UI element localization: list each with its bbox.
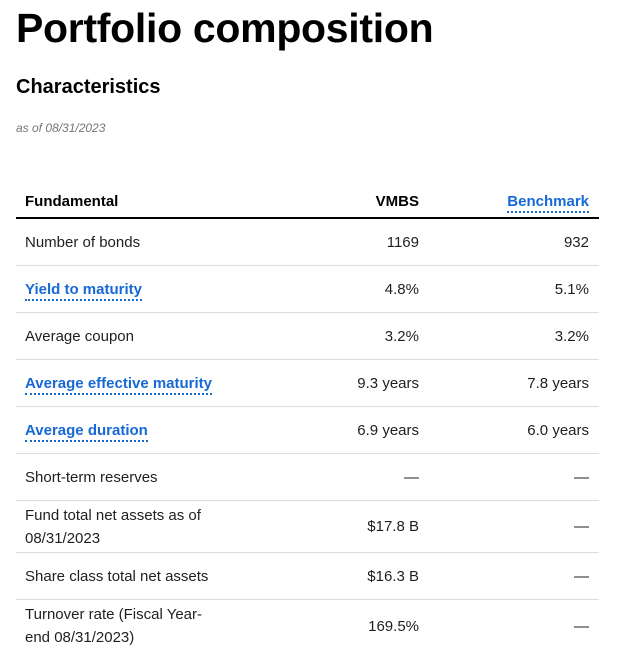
page-title: Portfolio composition xyxy=(16,5,434,51)
fund-value: $16.3 B xyxy=(367,567,419,585)
table-row: Short-term reserves — — xyxy=(16,454,599,501)
table-row: Turnover rate (Fiscal Year-end 08/31/202… xyxy=(16,600,599,652)
table-row: Yield to maturity 4.8% 5.1% xyxy=(16,266,599,313)
row-label: Fund total net assets as of 08/31/2023 xyxy=(25,506,201,547)
header-fundamental: Fundamental xyxy=(25,193,119,210)
benchmark-value: — xyxy=(574,518,589,535)
as-of-date: as of 08/31/2023 xyxy=(16,121,106,135)
row-label: Average duration xyxy=(16,419,219,442)
benchmark-value: 7.8 years xyxy=(527,374,589,392)
fund-value: 9.3 years xyxy=(357,374,419,392)
average-effective-maturity-link[interactable]: Average effective maturity xyxy=(25,374,213,395)
fund-value: 6.9 years xyxy=(357,421,419,439)
table-row: Average duration 6.9 years 6.0 years xyxy=(16,407,599,454)
header-benchmark[interactable]: Benchmark xyxy=(419,193,599,213)
benchmark-value: 932 xyxy=(563,233,589,251)
section-title: Characteristics xyxy=(16,76,161,98)
benchmark-link[interactable]: Benchmark xyxy=(507,193,589,213)
row-label: Yield to maturity xyxy=(16,278,219,301)
characteristics-table: Fundamental VMBS Benchmark Number of bon… xyxy=(16,186,599,652)
yield-to-maturity-link[interactable]: Yield to maturity xyxy=(25,280,142,301)
benchmark-value: 3.2% xyxy=(554,327,589,345)
benchmark-value: — xyxy=(574,468,589,486)
benchmark-value: — xyxy=(574,567,589,585)
fund-value: — xyxy=(404,468,419,486)
table-row: Share class total net assets $16.3 B — xyxy=(16,553,599,600)
table-header-row: Fundamental VMBS Benchmark xyxy=(16,186,599,219)
table-row: Average coupon 3.2% 3.2% xyxy=(16,313,599,360)
benchmark-value: 5.1% xyxy=(554,280,589,298)
table-row: Fund total net assets as of 08/31/2023 $… xyxy=(16,501,599,553)
header-fund: VMBS xyxy=(375,193,419,210)
fund-value: $17.8 B xyxy=(367,518,419,535)
benchmark-value: 6.0 years xyxy=(527,421,589,439)
row-label: Average effective maturity xyxy=(16,372,219,395)
table-row: Average effective maturity 9.3 years 7.8… xyxy=(16,360,599,407)
fund-value: 169.5% xyxy=(368,617,419,635)
fund-value: 4.8% xyxy=(384,280,419,298)
benchmark-value: — xyxy=(574,617,589,635)
row-label: Short-term reserves xyxy=(25,468,158,486)
row-label: Share class total net assets xyxy=(25,567,209,585)
row-label: Turnover rate (Fiscal Year-end 08/31/202… xyxy=(25,606,203,646)
table-row: Number of bonds 1169 932 xyxy=(16,219,599,266)
average-duration-link[interactable]: Average duration xyxy=(25,421,148,442)
fund-value: 3.2% xyxy=(384,327,419,345)
fund-value: 1169 xyxy=(386,233,419,251)
row-label: Average coupon xyxy=(25,327,134,345)
row-label: Number of bonds xyxy=(25,233,141,251)
